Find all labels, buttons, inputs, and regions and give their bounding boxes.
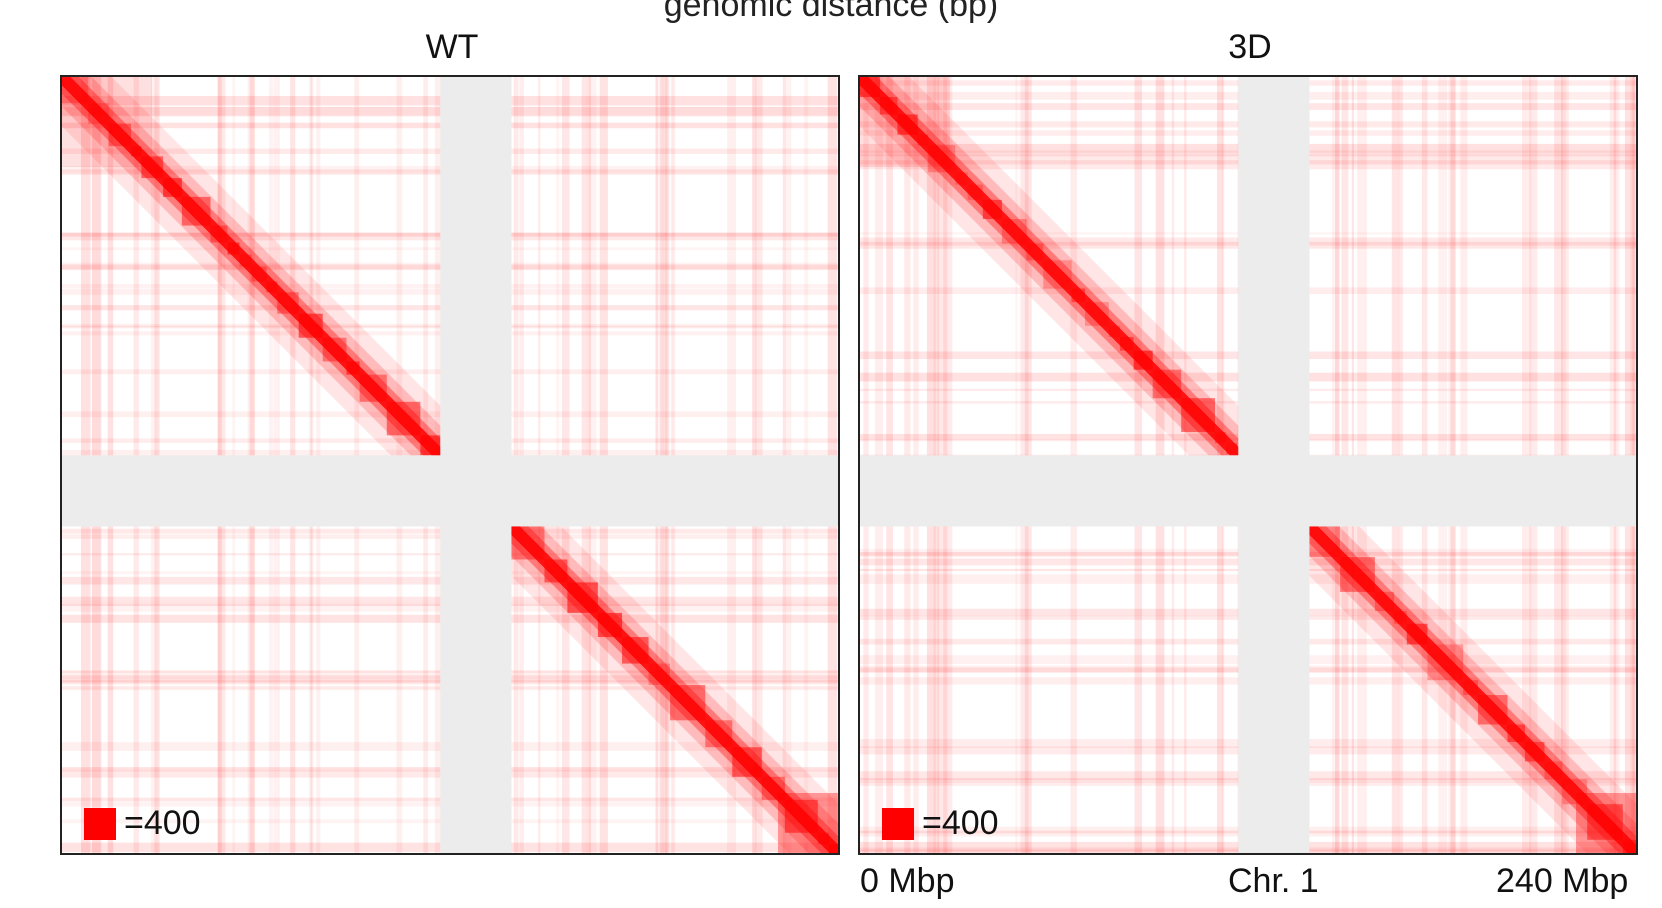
tad-domain <box>1406 623 1428 645</box>
unmappable-band-horizontal <box>62 455 838 527</box>
legend-wt: =400 <box>84 804 201 843</box>
x-tick-label-end: 240 Mbp <box>1496 862 1629 900</box>
legend-label-wt: =400 <box>124 804 201 842</box>
tad-domain <box>860 77 881 98</box>
tad-domain <box>251 266 267 282</box>
tad-domain <box>1463 680 1479 696</box>
heatmap-wt: =400 <box>60 75 840 855</box>
tad-domain <box>1043 260 1072 289</box>
tad-domain <box>298 313 323 338</box>
tad-domain <box>982 199 1002 219</box>
tad-domain <box>597 612 623 638</box>
heatmap-wt-svg <box>62 77 838 853</box>
tad-domain <box>239 254 252 267</box>
tad-domain <box>181 196 211 226</box>
tad-domain <box>784 799 818 833</box>
corner-enrichment <box>62 77 152 167</box>
diagonal-contact-band <box>860 77 1243 460</box>
panel-title-3d: 3D <box>1228 28 1272 66</box>
corner-enrichment <box>860 77 950 167</box>
tad-domain <box>544 559 568 583</box>
tad-domain <box>829 844 838 853</box>
tad-domain <box>108 123 132 147</box>
tad-domain <box>817 832 830 845</box>
unmappable-band-horizontal <box>860 455 1636 527</box>
tad-domain <box>131 146 142 157</box>
diagonal-contact-band <box>62 77 445 460</box>
tad-domain <box>386 401 421 436</box>
tad-domain <box>1119 336 1134 351</box>
tad-domain <box>420 435 441 456</box>
tad-domain <box>266 281 278 293</box>
tad-domain <box>1226 443 1238 455</box>
tad-domain <box>1181 398 1216 433</box>
tad-domain <box>761 776 785 800</box>
tad-domain <box>210 225 228 243</box>
tad-domain <box>928 145 956 173</box>
tad-domain <box>967 184 983 200</box>
tad-domain <box>227 242 240 255</box>
figure-title: genomic distance (bp) <box>663 0 999 24</box>
heatmap-3d-svg <box>860 77 1636 853</box>
tad-domain <box>1133 350 1153 370</box>
x-axis-chromosome-label: Chr. 1 <box>1228 862 1319 900</box>
legend-label-3d: =400 <box>922 804 999 842</box>
diagonal-contact-band <box>1305 522 1636 853</box>
tad-domain <box>346 361 360 375</box>
tad-domain <box>1427 644 1464 681</box>
tad-domain <box>1026 243 1044 261</box>
tad-domain <box>1001 218 1027 244</box>
tad-domain <box>1587 804 1623 840</box>
tad-domain <box>880 97 898 115</box>
tad-domain <box>1622 839 1636 853</box>
tad-domain <box>670 685 706 721</box>
tad-domain <box>163 178 182 197</box>
panel-title-wt: WT <box>425 28 479 66</box>
tad-domain <box>359 374 387 402</box>
tad-domain <box>1478 695 1508 725</box>
diagonal-contact-band <box>507 522 838 853</box>
legend-3d: =400 <box>882 804 999 843</box>
tad-domain <box>1374 591 1395 612</box>
tad-domain <box>88 103 109 124</box>
tad-domain <box>62 77 89 104</box>
tad-domain <box>277 292 299 314</box>
tad-domain <box>1562 779 1588 805</box>
tad-domain <box>1340 557 1375 592</box>
tad-domain <box>1215 432 1227 444</box>
tad-domain <box>1309 526 1341 558</box>
tad-domain <box>1071 288 1086 303</box>
tad-domain <box>897 114 918 135</box>
corner-enrichment <box>778 793 838 853</box>
tad-domain <box>1108 325 1120 337</box>
tad-domain <box>1152 369 1182 399</box>
corner-enrichment <box>1576 793 1636 853</box>
tad-domain <box>567 582 598 613</box>
tad-domain <box>955 172 968 185</box>
x-tick-label-start: 0 Mbp <box>860 862 955 900</box>
tad-domain <box>917 134 929 146</box>
legend-swatch-3d <box>882 807 914 840</box>
tad-domain <box>648 663 671 686</box>
tad-domain <box>1524 741 1545 762</box>
tad-domain <box>1507 724 1525 742</box>
tad-domain <box>705 720 733 748</box>
tad-domain <box>141 156 164 179</box>
tad-domain <box>622 637 649 664</box>
tad-domain <box>1085 302 1109 326</box>
tad-domain <box>322 337 347 362</box>
tad-domain <box>1544 761 1563 780</box>
tad-domain <box>511 526 545 560</box>
heatmap-3d: =400 <box>858 75 1638 855</box>
tad-domain <box>732 747 762 777</box>
legend-swatch-wt <box>84 807 116 840</box>
tad-domain <box>1394 611 1407 624</box>
